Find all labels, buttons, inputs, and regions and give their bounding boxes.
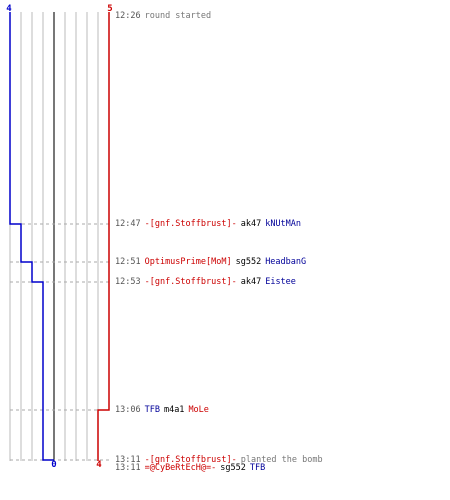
event-row: 12:47 -[gnf.Stoffbrust]- ak47 kNUtMAn <box>115 219 301 229</box>
event-row: 12:26 round started <box>115 11 211 21</box>
blue-team-line <box>9 12 54 461</box>
event-text-part: m4a1 <box>163 405 185 415</box>
event-text-part: sg552 <box>220 463 246 473</box>
event-time: 12:53 <box>115 277 141 287</box>
event-time: 12:51 <box>115 257 141 267</box>
event-text-part: ak47 <box>240 219 262 229</box>
event-row: 13:11 -[gnf.Stoffbrust]- planted the bomb <box>115 455 323 465</box>
event-time: 12:47 <box>115 219 141 229</box>
event-text-part: -[gnf.Stoffbrust]- <box>144 219 237 229</box>
event-text-part: kNUtMAn <box>265 219 302 229</box>
event-text-part: -[gnf.Stoffbrust]- <box>144 455 237 465</box>
event-text-part: TFB <box>249 463 266 473</box>
event-time: 13:06 <box>115 405 141 415</box>
event-text-part: -[gnf.Stoffbrust]- <box>144 277 237 287</box>
bottom-mid-count-label: 0 <box>51 460 56 470</box>
event-text-part: sg552 <box>235 257 262 267</box>
event-text-part: ak47 <box>240 277 262 287</box>
top-left-count-label: 4 <box>6 4 12 14</box>
event-row: 12:53 -[gnf.Stoffbrust]- ak47 Eistee <box>115 277 296 287</box>
event-time: 13:11 <box>115 455 141 465</box>
event-text-part: OptimusPrime[MoM] <box>144 257 232 267</box>
event-text-part: planted the bomb <box>240 455 323 465</box>
event-row: 12:51 OptimusPrime[MoM] sg552 HeadbanG <box>115 257 306 267</box>
event-text-part: round started <box>144 11 212 21</box>
event-text-part: TFB <box>144 405 160 415</box>
event-text-part: =@CyBeRtEcH@=- <box>144 463 217 473</box>
event-text-part: Eistee <box>265 277 296 287</box>
event-time: 12:26 <box>115 11 141 21</box>
event-text-part: MoLe <box>188 405 209 415</box>
event-row: 13:11 =@CyBeRtEcH@=- sg552 TFB <box>115 463 265 473</box>
event-text-part: HeadbanG <box>265 257 307 267</box>
top-right-count-label: 5 <box>107 4 112 14</box>
red-team-line <box>97 12 110 461</box>
event-row: 13:06 TFB m4a1 MoLe <box>115 405 209 415</box>
event-time: 13:11 <box>115 463 141 473</box>
bottom-right-count-label: 4 <box>96 460 102 470</box>
